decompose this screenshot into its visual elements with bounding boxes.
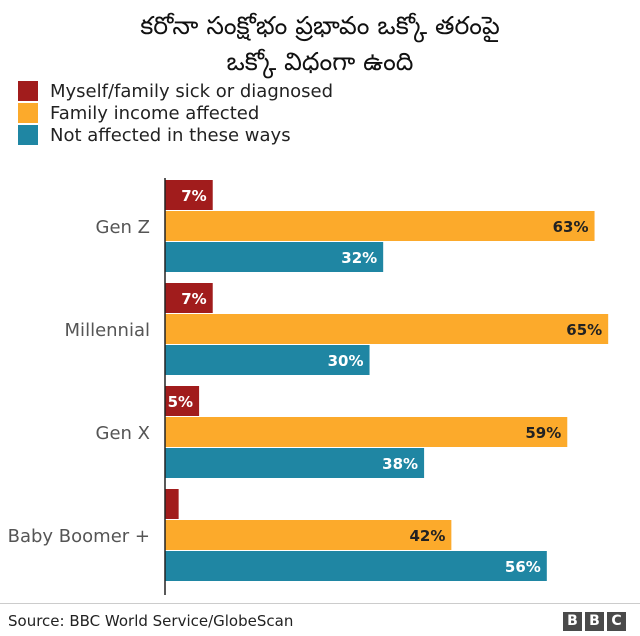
data-label-gen-x-not_affected: 38% <box>382 455 418 473</box>
category-label-millennial: Millennial <box>65 320 150 341</box>
data-label-gen-z-income: 63% <box>553 218 589 236</box>
bar-gen-x-sick <box>165 386 200 416</box>
data-label-gen-z-not_affected: 32% <box>341 249 377 267</box>
data-label-gen-x-sick: 5% <box>168 393 193 411</box>
bar-gen-z-income <box>165 211 595 241</box>
bar-baby-boomer-sick <box>165 489 179 519</box>
bar-millennial-income <box>165 314 609 344</box>
chart-title-line-1: కరోనా సంక్షోభం ప్రభావం ఒక్కో తరంపై <box>140 11 500 40</box>
source-note: Source: BBC World Service/GlobeScan <box>8 612 294 630</box>
bar-gen-z-sick <box>165 180 213 210</box>
data-label-baby-boomer-income: 42% <box>409 527 445 545</box>
data-label-gen-x-income: 59% <box>525 424 561 442</box>
bbc-logo-letter-1: B <box>563 612 582 631</box>
data-label-gen-z-sick: 7% <box>181 187 206 205</box>
chart-title: కరోనా సంక్షోభం ప్రభావం ఒక్కో తరంపై ఒక్కో… <box>0 8 640 80</box>
bar-millennial-not_affected <box>165 345 370 375</box>
legend-label-sick: Myself/family sick or diagnosed <box>50 80 334 102</box>
legend-label-income: Family income affected <box>50 102 260 124</box>
category-label-gen-x: Gen X <box>96 423 150 444</box>
legend-label-not-affected: Not affected in these ways <box>50 124 291 146</box>
category-label-gen-z: Gen Z <box>96 217 150 238</box>
footer-divider <box>0 603 640 604</box>
legend-swatch-income <box>18 103 38 123</box>
bbc-logo: B B C <box>563 612 626 631</box>
bbc-logo-letter-3: C <box>607 612 626 631</box>
legend: Myself/family sick or diagnosed Family i… <box>18 80 333 146</box>
bar-gen-x-income <box>165 417 568 447</box>
data-label-millennial-not_affected: 30% <box>328 352 364 370</box>
category-label-baby-boomer: Baby Boomer + <box>8 526 150 547</box>
bar-gen-x-not_affected <box>165 448 425 478</box>
legend-item-income: Family income affected <box>18 102 333 124</box>
data-label-millennial-sick: 7% <box>181 290 206 308</box>
legend-swatch-sick <box>18 81 38 101</box>
data-label-millennial-income: 65% <box>566 321 602 339</box>
bar-gen-z-not_affected <box>165 242 384 272</box>
data-label-baby-boomer-not_affected: 56% <box>505 558 541 576</box>
legend-swatch-not-affected <box>18 125 38 145</box>
legend-item-not-affected: Not affected in these ways <box>18 124 333 146</box>
chart-title-line-2: ఒక్కో విధంగా ఉంది <box>226 47 414 76</box>
bar-millennial-sick <box>165 283 213 313</box>
legend-item-sick: Myself/family sick or diagnosed <box>18 80 333 102</box>
bbc-logo-letter-2: B <box>585 612 604 631</box>
bar-baby-boomer-income <box>165 520 452 550</box>
bar-baby-boomer-not_affected <box>165 551 547 581</box>
